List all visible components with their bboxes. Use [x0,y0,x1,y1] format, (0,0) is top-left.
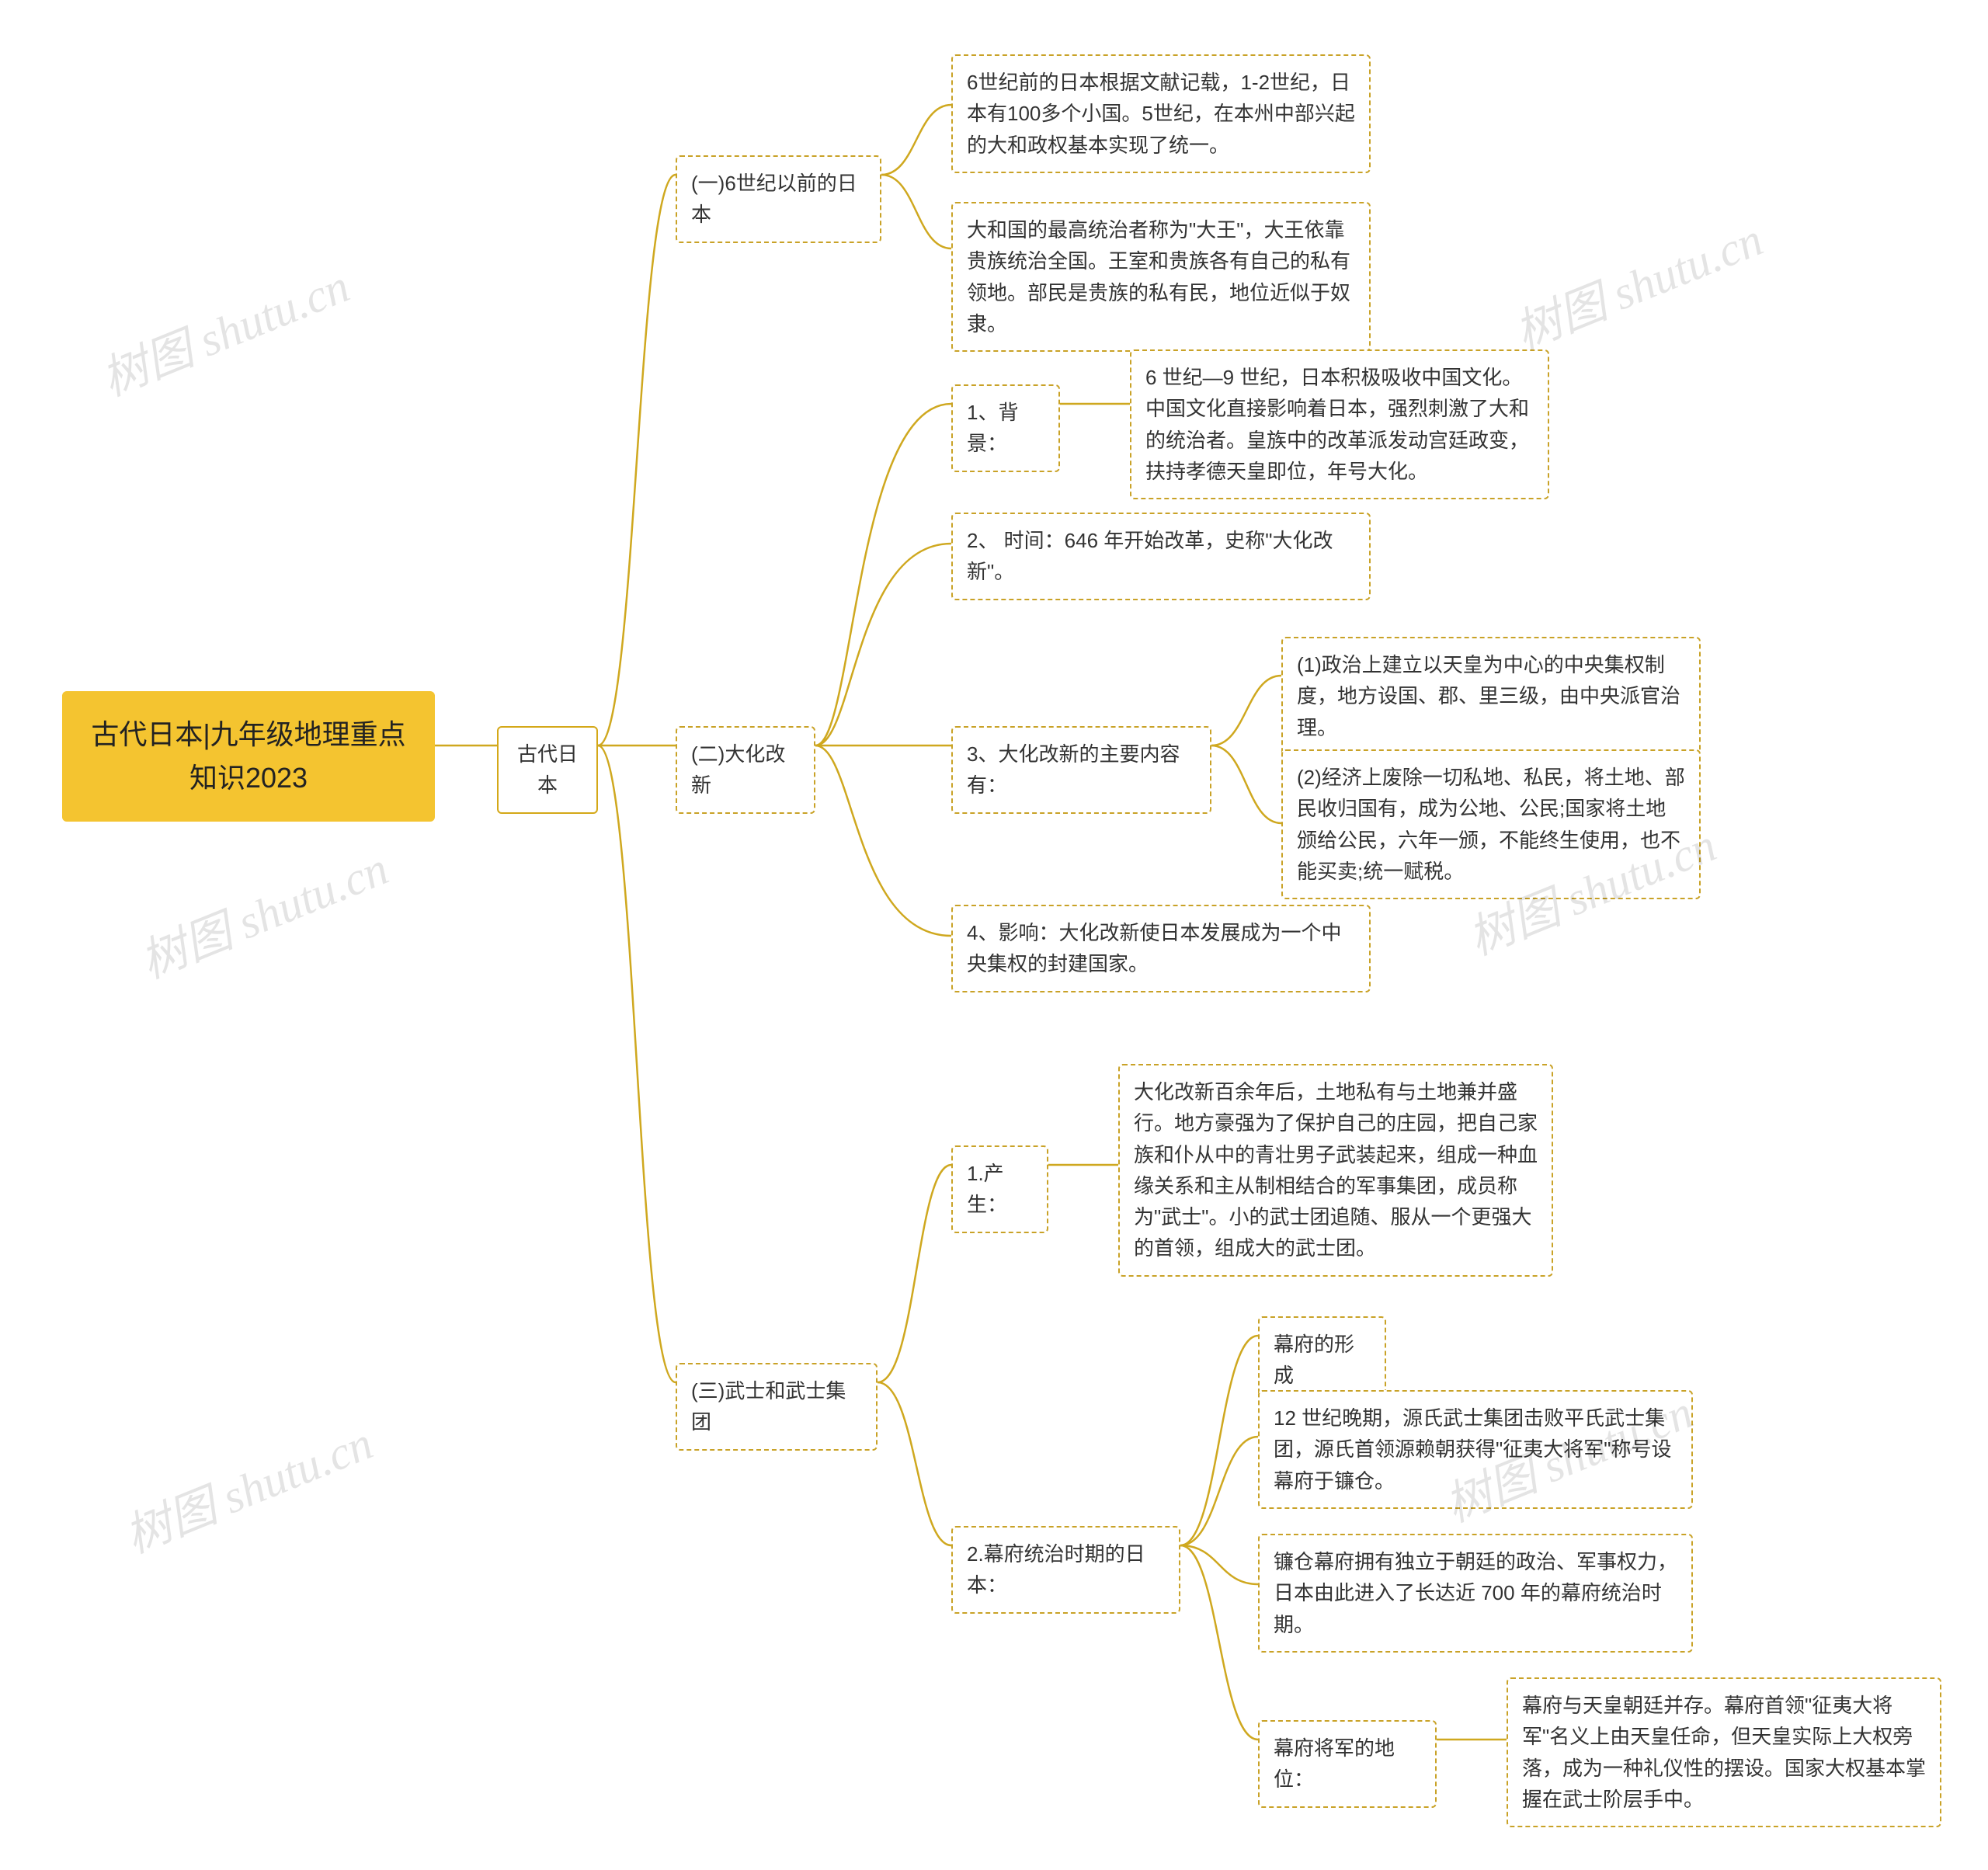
node-label: 12 世纪晚期，源氏武士集团击败平氏武士集团，源氏首领源赖朝获得"征夷大将军"称… [1274,1406,1671,1493]
section-3[interactable]: (三)武士和武士集团 [676,1363,878,1451]
node-ancient-japan[interactable]: 古代日本 [497,726,598,814]
node-label: 1.产生： [967,1162,1007,1216]
section-2-content-1[interactable]: (1)政治上建立以天皇为中心的中央集权制度，地方设国、郡、里三级，由中央派官治理… [1281,637,1701,756]
section-2[interactable]: (二)大化改新 [676,726,815,814]
node-label: (三)武士和武士集团 [691,1379,846,1434]
node-label: (一)6世纪以前的日本 [691,172,857,226]
node-label: 2、 时间：646 年开始改革，史称"大化改新"。 [967,529,1333,583]
node-label: (2)经济上废除一切私地、私民，将土地、部民收归国有，成为公地、公民;国家将土地… [1297,766,1685,883]
node-label: 幕府与天皇朝廷并存。幕府首领"征夷大将军"名义上由天皇任命，但天皇实际上大权旁落… [1522,1694,1926,1811]
node-label: 6世纪前的日本根据文献记载，1-2世纪，日本有100多个小国。5世纪，在本州中部… [967,71,1355,157]
section-1-child-b[interactable]: 大和国的最高统治者称为"大王"，大王依靠贵族统治全国。王室和贵族各有自己的私有领… [951,202,1371,352]
node-label: 大化改新百余年后，土地私有与土地兼并盛行。地方豪强为了保护自己的庄园，把自己家族… [1134,1080,1538,1260]
section-1[interactable]: (一)6世纪以前的日本 [676,155,881,243]
node-label: 4、影响：大化改新使日本发展成为一个中央集权的封建国家。 [967,921,1341,975]
node-label: 2.幕府统治时期的日本： [967,1542,1145,1597]
root-node[interactable]: 古代日本|九年级地理重点知识2023 [62,691,435,822]
section-2-bg[interactable]: 1、背景： [951,384,1060,472]
section-3-shogun-status[interactable]: 幕府将军的地位： [1258,1720,1437,1808]
section-2-time[interactable]: 2、 时间：646 年开始改革，史称"大化改新"。 [951,513,1371,600]
root-label: 古代日本|九年级地理重点知识2023 [91,718,405,794]
node-label: 大和国的最高统治者称为"大王"，大王依靠贵族统治全国。王室和贵族各有自己的私有领… [967,218,1350,335]
node-label: 幕府将军的地位： [1274,1736,1395,1791]
node-label: 幕府的形成 [1274,1333,1354,1387]
section-3-origin[interactable]: 1.产生： [951,1145,1048,1233]
section-3-bakufu-kamakura[interactable]: 镰仓幕府拥有独立于朝廷的政治、军事权力，日本由此进入了长达近 700 年的幕府统… [1258,1534,1693,1653]
section-2-bg-detail[interactable]: 6 世纪—9 世纪，日本积极吸收中国文化。中国文化直接影响着日本，强烈刺激了大和… [1130,349,1549,499]
node-label: 古代日本 [517,742,578,797]
section-3-bakufu[interactable]: 2.幕府统治时期的日本： [951,1526,1180,1614]
section-2-impact[interactable]: 4、影响：大化改新使日本发展成为一个中央集权的封建国家。 [951,905,1371,992]
section-2-content[interactable]: 3、大化改新的主要内容有： [951,726,1211,814]
section-3-bakufu-12c[interactable]: 12 世纪晚期，源氏武士集团击败平氏武士集团，源氏首领源赖朝获得"征夷大将军"称… [1258,1390,1693,1509]
node-label: 镰仓幕府拥有独立于朝廷的政治、军事权力，日本由此进入了长达近 700 年的幕府统… [1274,1550,1677,1636]
node-label: (1)政治上建立以天皇为中心的中央集权制度，地方设国、郡、里三级，由中央派官治理… [1297,653,1680,739]
section-3-origin-detail[interactable]: 大化改新百余年后，土地私有与土地兼并盛行。地方豪强为了保护自己的庄园，把自己家族… [1118,1064,1553,1277]
node-label: 6 世纪—9 世纪，日本积极吸收中国文化。中国文化直接影响着日本，强烈刺激了大和… [1145,366,1529,483]
section-1-child-a[interactable]: 6世纪前的日本根据文献记载，1-2世纪，日本有100多个小国。5世纪，在本州中部… [951,54,1371,173]
node-label: 1、背景： [967,401,1018,455]
section-3-shogun-status-detail[interactable]: 幕府与天皇朝廷并存。幕府首领"征夷大将军"名义上由天皇任命，但天皇实际上大权旁落… [1507,1677,1941,1827]
node-label: 3、大化改新的主要内容有： [967,742,1180,797]
section-2-content-2[interactable]: (2)经济上废除一切私地、私民，将土地、部民收归国有，成为公地、公民;国家将土地… [1281,749,1701,899]
mindmap-canvas: 古代日本|九年级地理重点知识2023 古代日本 (一)6世纪以前的日本 6世纪前… [0,0,1988,1870]
node-label: (二)大化改新 [691,742,785,797]
